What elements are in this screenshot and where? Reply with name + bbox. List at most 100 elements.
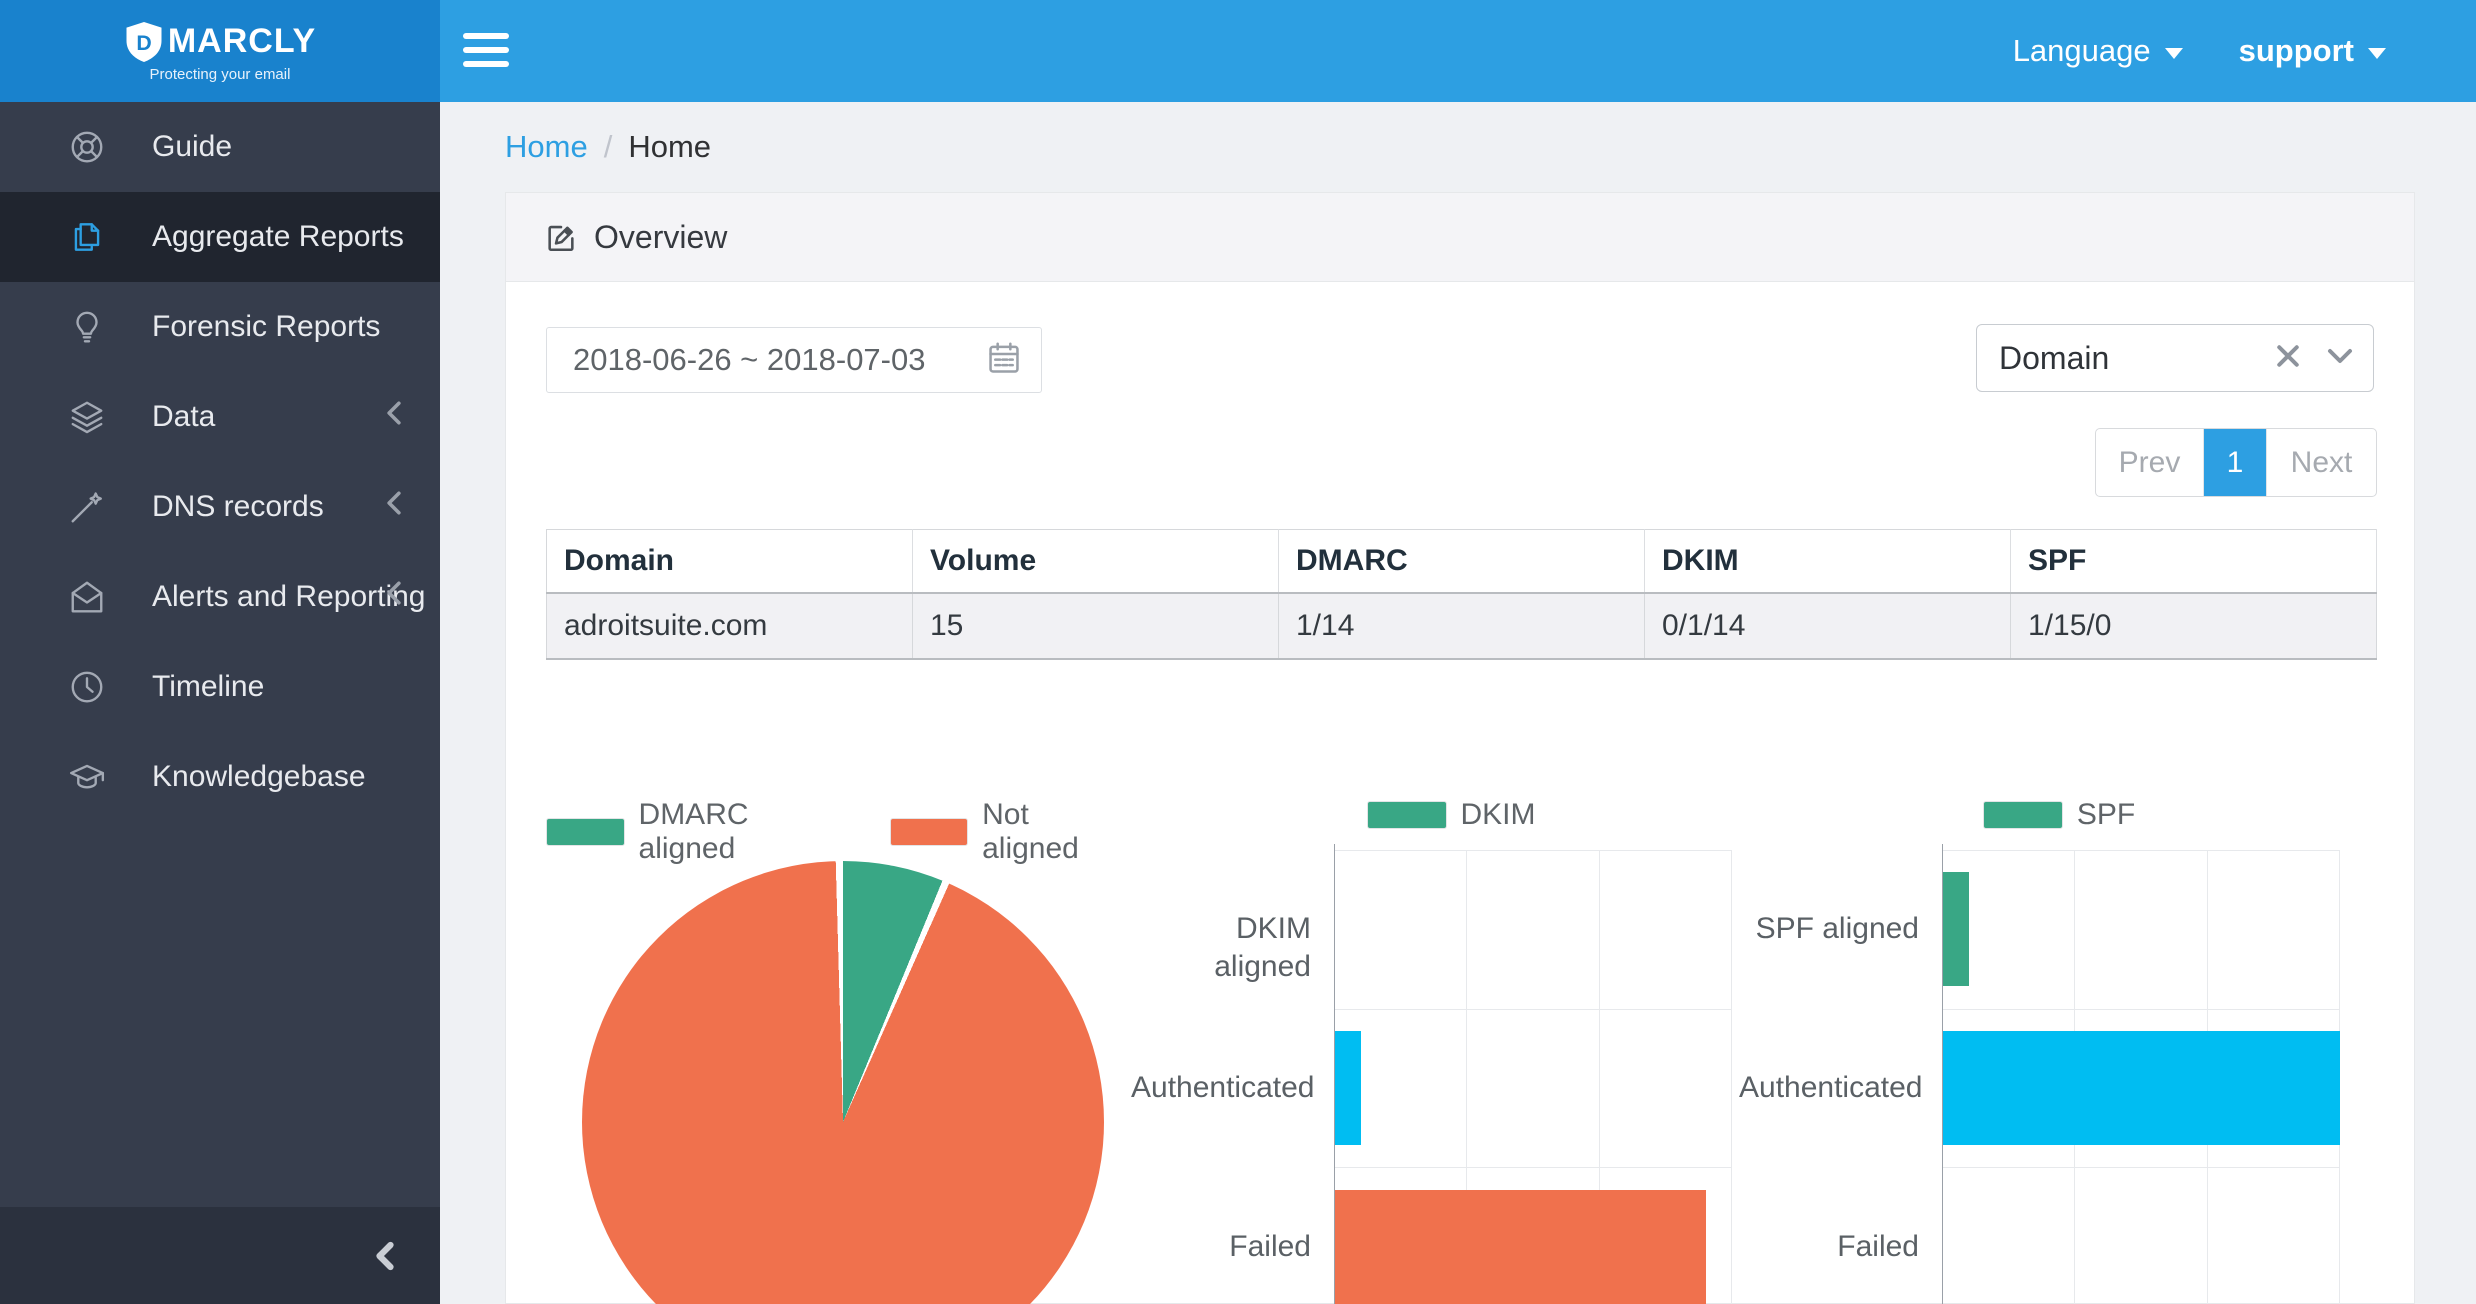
clear-x-icon[interactable] bbox=[2273, 341, 2303, 376]
sidebar-item-forensic-reports[interactable]: Forensic Reports bbox=[0, 282, 440, 372]
cell-dmarc: 1/14 bbox=[1278, 593, 1645, 660]
category-label: SPF aligned bbox=[1755, 912, 1919, 946]
hamburger-menu-icon[interactable] bbox=[463, 33, 511, 71]
prev-page-button[interactable]: Prev bbox=[2096, 429, 2204, 496]
category-label: Failed bbox=[1837, 1229, 1919, 1263]
sidebar-item-label: Data bbox=[152, 400, 216, 433]
sidebar-item-knowledgebase[interactable]: Knowledgebase bbox=[0, 732, 440, 822]
legend-item-spf: SPF bbox=[1982, 798, 2136, 832]
account-menu-label: support bbox=[2238, 33, 2354, 68]
brand-tagline: Protecting your email bbox=[149, 65, 291, 83]
account-menu[interactable]: support bbox=[2239, 33, 2386, 69]
sidebar-collapse-button[interactable] bbox=[0, 1207, 440, 1304]
grid-line-horizontal bbox=[1334, 1008, 1731, 1010]
column-header-domain: Domain bbox=[546, 529, 913, 594]
dkim-bar-chart: DKIM 051015 DKIM aligned Authenticated Fai… bbox=[1131, 790, 1771, 1304]
sidebar-item-label: Guide bbox=[152, 130, 233, 163]
envelope-open-icon bbox=[68, 578, 106, 616]
legend-label: SPF bbox=[2076, 798, 2136, 831]
cell-spf: 1/15/0 bbox=[2010, 593, 2377, 660]
next-page-button[interactable]: Next bbox=[2266, 429, 2376, 496]
sidebar-item-alerts-and-reporting[interactable]: Alerts and Reporting bbox=[0, 552, 440, 642]
calendar-icon[interactable] bbox=[985, 339, 1023, 382]
caret-down-icon bbox=[2368, 47, 2386, 59]
spf-plot-area: 051015 bbox=[1942, 844, 2340, 1304]
topbar-right-menu: Language support bbox=[2013, 0, 2386, 102]
spf-bar-chart: SPF 051015 SPF aligned Authenticated Faile… bbox=[1739, 790, 2379, 1304]
language-menu[interactable]: Language bbox=[2013, 33, 2183, 69]
page-number-button[interactable]: 1 bbox=[2204, 429, 2266, 496]
sidebar-item-timeline[interactable]: Timeline bbox=[0, 642, 440, 732]
bar-spf-aligned bbox=[1943, 872, 1970, 987]
category-label: DKIM aligned bbox=[1214, 912, 1311, 984]
column-header-dkim: DKIM bbox=[1644, 529, 2011, 594]
column-header-volume: Volume bbox=[912, 529, 1279, 594]
pagination: Prev 1 Next bbox=[2095, 428, 2377, 497]
y-axis-line bbox=[1334, 844, 1335, 1304]
shield-d-icon: D bbox=[126, 21, 162, 62]
legend-swatch bbox=[1366, 801, 1447, 829]
life-buoy-icon bbox=[68, 128, 106, 166]
grid-line-vertical bbox=[1598, 850, 1600, 1304]
table-header-row: Domain Volume DMARC DKIM SPF bbox=[546, 529, 2377, 594]
breadcrumb-current: Home bbox=[628, 129, 712, 164]
sidebar-item-data[interactable]: Data bbox=[0, 372, 440, 462]
layers-icon bbox=[68, 398, 106, 436]
grid-line-horizontal bbox=[1942, 850, 2339, 851]
domain-filter-select[interactable]: Domain bbox=[1976, 324, 2374, 392]
caret-down-icon bbox=[2164, 47, 2183, 59]
sidebar-item-aggregate-reports[interactable]: Aggregate Reports bbox=[0, 192, 440, 282]
sidebar-item-label: Knowledgebase bbox=[152, 760, 366, 793]
date-range-value: 2018-06-26 ~ 2018-07-03 bbox=[573, 342, 926, 377]
grid-line-horizontal bbox=[1334, 850, 1731, 851]
cell-domain: adroitsuite.com bbox=[546, 593, 913, 660]
magic-wand-icon bbox=[68, 488, 106, 526]
sidebar-nav: Guide Aggregate Reports Forensic Reports… bbox=[0, 102, 440, 1304]
dkim-legend: DKIM bbox=[1131, 798, 1771, 832]
legend-swatch bbox=[1982, 801, 2063, 829]
panel-title: Overview bbox=[594, 218, 728, 255]
table-row: adroitsuite.com 15 1/14 0/1/14 1/15/0 bbox=[546, 593, 2377, 660]
sidebar-item-label: DNS records bbox=[152, 490, 324, 523]
documents-icon bbox=[68, 218, 106, 256]
column-header-dmarc: DMARC bbox=[1278, 529, 1645, 594]
clock-icon bbox=[68, 668, 106, 706]
breadcrumb-separator: / bbox=[603, 129, 613, 164]
spf-legend: SPF bbox=[1739, 798, 2379, 832]
grid-line-horizontal bbox=[1942, 1008, 2339, 1010]
lightbulb-icon bbox=[68, 308, 106, 346]
chevron-left-icon bbox=[384, 490, 404, 524]
brand-logo[interactable]: D MARCLY Protecting your email bbox=[0, 0, 440, 102]
sidebar-item-label: Alerts and Reporting bbox=[152, 580, 426, 613]
legend-swatch bbox=[546, 818, 625, 846]
sidebar-item-label: Aggregate Reports bbox=[152, 220, 404, 253]
legend-label: DMARC aligned bbox=[638, 798, 749, 865]
grid-line-vertical bbox=[1731, 850, 1732, 1304]
legend-item-dmarc-aligned: DMARC aligned bbox=[546, 798, 850, 866]
sidebar-item-label: Timeline bbox=[152, 670, 265, 703]
sidebar-item-label: Forensic Reports bbox=[152, 310, 381, 343]
pie-legend: DMARC aligned Not aligned bbox=[546, 798, 1131, 866]
chevron-down-icon[interactable] bbox=[2325, 341, 2355, 376]
cell-dkim: 0/1/14 bbox=[1644, 593, 2011, 660]
date-range-input[interactable]: 2018-06-26 ~ 2018-07-03 bbox=[546, 327, 1042, 393]
grid-line-horizontal bbox=[1334, 1167, 1731, 1169]
legend-swatch bbox=[889, 818, 969, 846]
cell-volume: 15 bbox=[912, 593, 1279, 660]
chevron-left-icon bbox=[376, 1241, 394, 1270]
chevron-left-icon bbox=[384, 580, 404, 614]
breadcrumb-home-link[interactable]: Home bbox=[505, 129, 588, 164]
legend-label: DKIM bbox=[1460, 798, 1536, 831]
sidebar-item-dns-records[interactable]: DNS records bbox=[0, 462, 440, 552]
column-header-spf: SPF bbox=[2010, 529, 2377, 594]
domain-report-table: Domain Volume DMARC DKIM SPF adroitsuite… bbox=[546, 529, 2377, 660]
domain-filter-value: Domain bbox=[1999, 339, 2110, 376]
svg-text:D: D bbox=[136, 31, 151, 55]
overview-panel-header: Overview bbox=[506, 193, 2414, 282]
overview-panel: Overview 2018-06-26 ~ 2018-07-03 Domain … bbox=[505, 192, 2415, 1304]
grid-line-vertical bbox=[1466, 850, 1468, 1304]
chevron-left-icon bbox=[384, 400, 404, 434]
sidebar-item-guide[interactable]: Guide bbox=[0, 102, 440, 192]
breadcrumb: Home / Home bbox=[505, 122, 711, 172]
